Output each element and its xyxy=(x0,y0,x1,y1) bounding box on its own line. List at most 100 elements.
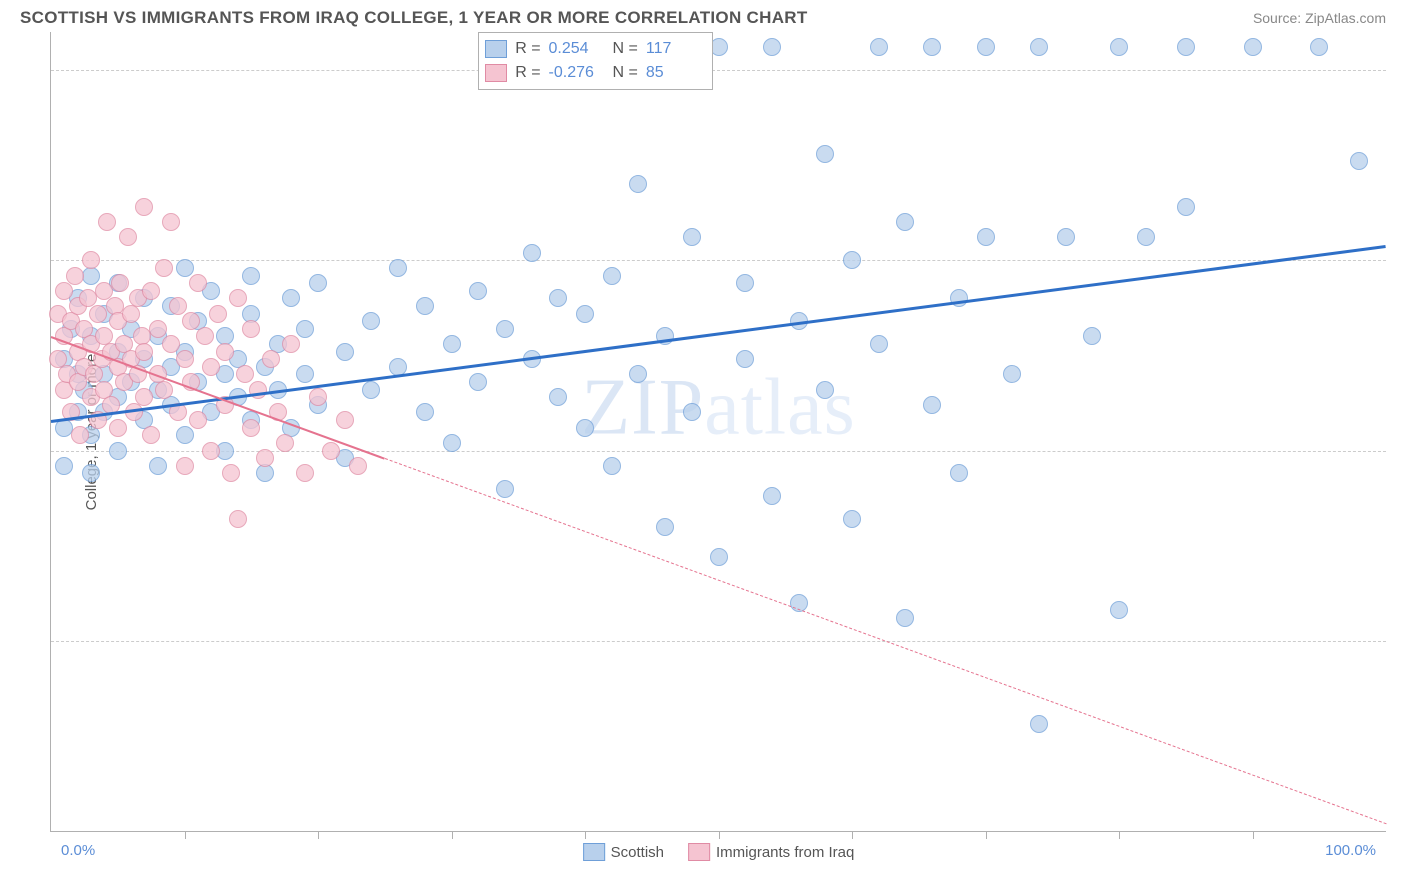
data-point xyxy=(736,274,754,292)
data-point xyxy=(896,213,914,231)
data-point xyxy=(242,320,260,338)
data-point xyxy=(763,38,781,56)
data-point xyxy=(523,244,541,262)
data-point xyxy=(923,396,941,414)
data-point xyxy=(469,373,487,391)
data-point xyxy=(55,282,73,300)
data-point xyxy=(71,426,89,444)
data-point xyxy=(349,457,367,475)
data-point xyxy=(336,343,354,361)
data-point xyxy=(111,274,129,292)
data-point xyxy=(469,282,487,300)
swatch-scottish xyxy=(485,40,507,58)
data-point xyxy=(576,419,594,437)
data-point xyxy=(416,403,434,421)
y-tick-label: 100.0% xyxy=(1396,62,1406,79)
stats-box: R = 0.254 N = 117 R = -0.276 N = 85 xyxy=(478,32,713,90)
gridline xyxy=(51,260,1386,261)
x-tick xyxy=(585,831,586,839)
data-point xyxy=(870,335,888,353)
data-point xyxy=(629,175,647,193)
gridline xyxy=(51,451,1386,452)
data-point xyxy=(229,510,247,528)
y-tick-label: 50.0% xyxy=(1396,442,1406,459)
data-point xyxy=(1003,365,1021,383)
data-point xyxy=(282,335,300,353)
data-point xyxy=(870,38,888,56)
data-point xyxy=(1244,38,1262,56)
data-point xyxy=(362,381,380,399)
data-point xyxy=(763,487,781,505)
stat-r-label-2: R = xyxy=(515,61,540,85)
data-point xyxy=(135,388,153,406)
stat-n-label-2: N = xyxy=(613,61,638,85)
data-point xyxy=(236,365,254,383)
stat-r-label: R = xyxy=(515,37,540,61)
data-point xyxy=(162,213,180,231)
stats-row-scottish: R = 0.254 N = 117 xyxy=(485,37,702,61)
x-tick xyxy=(852,831,853,839)
data-point xyxy=(155,381,173,399)
legend: Scottish Immigrants from Iraq xyxy=(583,843,855,861)
data-point xyxy=(189,411,207,429)
x-tick xyxy=(1253,831,1254,839)
data-point xyxy=(109,419,127,437)
data-point xyxy=(98,213,116,231)
data-point xyxy=(135,198,153,216)
data-point xyxy=(816,381,834,399)
data-point xyxy=(176,350,194,368)
data-point xyxy=(256,449,274,467)
x-tick xyxy=(1119,831,1120,839)
data-point xyxy=(843,251,861,269)
chart-title: SCOTTISH VS IMMIGRANTS FROM IRAQ COLLEGE… xyxy=(20,8,808,28)
swatch-iraq xyxy=(485,64,507,82)
data-point xyxy=(242,267,260,285)
data-point xyxy=(182,312,200,330)
data-point xyxy=(1057,228,1075,246)
x-tick xyxy=(452,831,453,839)
data-point xyxy=(149,457,167,475)
data-point xyxy=(683,403,701,421)
data-point xyxy=(189,274,207,292)
gridline xyxy=(51,641,1386,642)
data-point xyxy=(276,434,294,452)
data-point xyxy=(209,305,227,323)
data-point xyxy=(119,228,137,246)
data-point xyxy=(216,343,234,361)
chart-area: College, 1 year or more ZIPatlas 25.0%50… xyxy=(50,32,1386,832)
data-point xyxy=(1030,38,1048,56)
stats-row-iraq: R = -0.276 N = 85 xyxy=(485,61,702,85)
data-point xyxy=(1310,38,1328,56)
data-point xyxy=(843,510,861,528)
plot-region: 25.0%50.0%75.0%100.0% xyxy=(51,32,1386,831)
x-tick xyxy=(986,831,987,839)
data-point xyxy=(1177,198,1195,216)
x-tick xyxy=(719,831,720,839)
data-point xyxy=(229,289,247,307)
data-point xyxy=(1137,228,1155,246)
stat-n-label: N = xyxy=(613,37,638,61)
gridline xyxy=(51,70,1386,71)
data-point xyxy=(1177,38,1195,56)
data-point xyxy=(176,259,194,277)
data-point xyxy=(176,426,194,444)
data-point xyxy=(202,442,220,460)
data-point xyxy=(242,419,260,437)
data-point xyxy=(549,388,567,406)
legend-item-iraq: Immigrants from Iraq xyxy=(688,843,854,861)
data-point xyxy=(135,343,153,361)
data-point xyxy=(683,228,701,246)
legend-item-scottish: Scottish xyxy=(583,843,664,861)
data-point xyxy=(336,411,354,429)
stat-n-iraq: 85 xyxy=(646,61,702,85)
stat-r-scottish: 0.254 xyxy=(549,37,605,61)
data-point xyxy=(496,320,514,338)
data-point xyxy=(66,267,84,285)
data-point xyxy=(296,464,314,482)
data-point xyxy=(710,548,728,566)
data-point xyxy=(155,259,173,277)
data-point xyxy=(1110,38,1128,56)
data-point xyxy=(549,289,567,307)
data-point xyxy=(923,38,941,56)
data-point xyxy=(496,480,514,498)
